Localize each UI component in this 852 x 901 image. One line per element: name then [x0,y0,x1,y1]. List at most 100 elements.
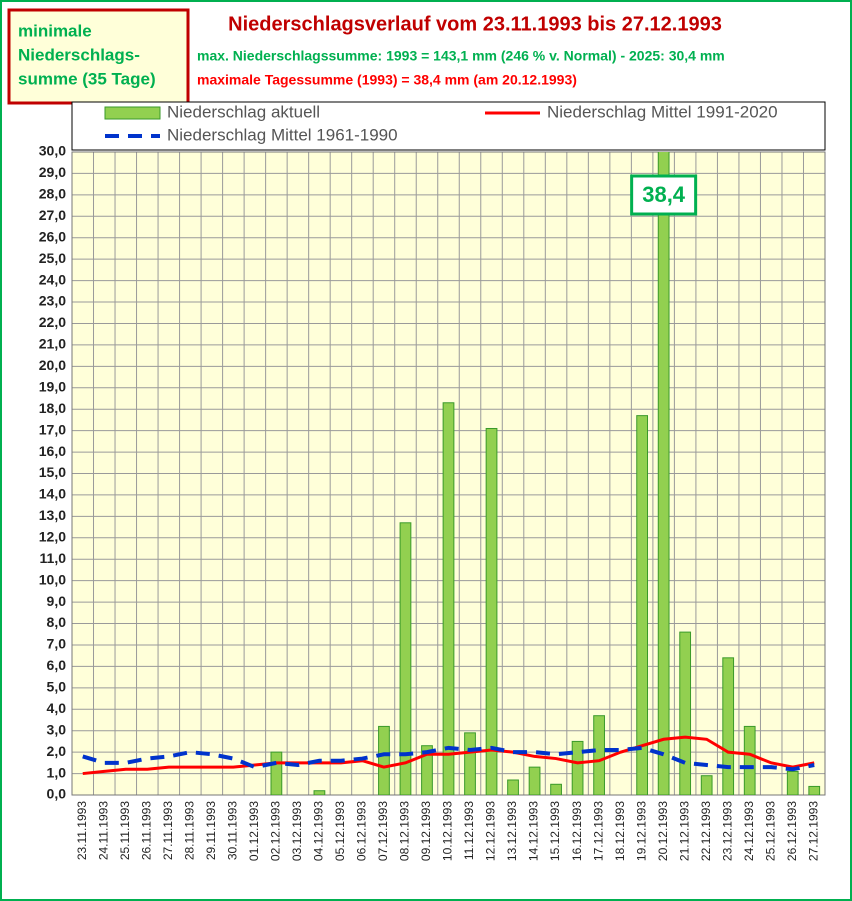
x-tick-label: 20.12.1993 [656,801,670,861]
x-tick-label: 21.12.1993 [677,801,691,861]
y-tick-label: 10,0 [39,571,66,587]
bar [378,725,390,795]
chart-title: Niederschlagsverlauf vom 23.11.1993 bis … [228,13,722,35]
x-tick-label: 14.12.1993 [527,801,541,861]
legend-label: Niederschlag Mittel 1991-2020 [547,102,778,121]
value-label-box [630,174,698,216]
y-tick-label: 28,0 [39,186,66,202]
x-tick-label: 26.11.1993 [139,801,153,860]
plot-layer [82,152,821,795]
y-tick-label: 5,0 [47,679,67,695]
y-tick-label: 12,0 [39,529,66,545]
x-tick-label: 28.11.1993 [183,801,197,860]
x-tick-label: 16.12.1993 [570,801,584,861]
y-tick-label: 1,0 [47,764,67,780]
y-tick-label: 24,0 [39,271,66,287]
x-tick-label: 26.12.1993 [785,801,799,861]
info-text: Niederschlags- [18,45,140,64]
bar [442,402,455,795]
x-tick-label: 25.11.1993 [118,801,132,860]
x-tick-label: 13.12.1993 [505,801,519,861]
x-tick-label: 25.12.1993 [763,801,777,861]
x-tick-label: 19.12.1993 [634,801,648,861]
bar [270,751,283,795]
x-tick-label: 22.12.1993 [699,801,713,861]
x-tick-label: 06.12.1993 [355,801,369,861]
x-tick-label: 24.11.1993 [96,801,110,860]
y-tick-label: 17,0 [39,421,66,437]
y-tick-label: 6,0 [47,657,67,673]
y-tick-label: 9,0 [47,593,67,609]
x-tick-label: 27.11.1993 [161,801,175,860]
bar [571,740,584,795]
subtitle: max. Niederschlagssumme: 1993 = 143,1 mm… [197,48,725,64]
bar [485,427,498,795]
x-tick-label: 08.12.1993 [398,801,412,861]
bar [313,790,326,795]
y-tick-label: 22,0 [39,314,66,330]
x-tick-label: 11.12.1993 [462,801,476,860]
y-tick-label: 18,0 [39,400,66,416]
y-tick-label: 7,0 [47,636,67,652]
x-tick-label: 07.12.1993 [376,801,390,861]
y-tick-label: 29,0 [39,164,66,180]
y-tick-label: 8,0 [47,614,67,630]
x-tick-label: 05.12.1993 [333,801,347,861]
x-tick-label: 03.12.1993 [290,801,304,861]
x-tick-label: 30.11.1993 [226,801,240,860]
y-tick-label: 4,0 [47,700,67,716]
x-tick-label: 10.12.1993 [441,801,455,861]
y-tick-label: 11,0 [40,550,67,566]
line [82,745,815,772]
y-tick-label: 19,0 [39,378,66,394]
bar [593,715,605,795]
bar [722,657,735,795]
x-tick-label: 09.12.1993 [419,801,433,861]
x-tick-label: 23.12.1993 [720,801,734,861]
legend-label: Niederschlag Mittel 1961-1990 [167,125,398,144]
bar [743,725,756,795]
y-tick-label: 3,0 [47,721,67,737]
bar [421,745,433,795]
x-tick-label: 15.12.1993 [548,801,562,861]
x-tick-label: 24.12.1993 [742,801,756,861]
x-tick-label: 18.12.1993 [613,801,627,861]
info-text: minimale [18,21,92,40]
y-tick-label: 15,0 [39,464,66,480]
x-tick-label: 27.12.1993 [806,801,820,861]
info-box [7,8,190,105]
y-tick-label: 26,0 [39,228,66,244]
bar [636,415,649,795]
bar [528,766,541,795]
y-tick-label: 20,0 [39,357,66,373]
y-tick-label: 25,0 [39,250,66,266]
value-label: 38,4 [642,182,686,207]
legend [71,101,826,151]
x-tick-label: 02.12.1993 [269,801,283,861]
y-tick-label: 2,0 [47,743,67,759]
x-tick-label: 12.12.1993 [484,801,498,861]
bar [550,783,562,795]
y-tick-label: 0,0 [47,786,67,802]
y-tick-label: 27,0 [39,207,66,223]
legend-swatch [104,106,161,120]
y-tick-label: 16,0 [39,443,66,459]
x-tick-label: 17.12.1993 [591,801,605,861]
bar [679,631,692,795]
info-text: summe (35 Tage) [18,69,156,88]
bar [657,152,670,795]
bar [700,775,713,795]
y-tick-label: 13,0 [39,507,66,523]
y-tick-label: 21,0 [39,336,66,352]
y-tick-label: 30,0 [39,143,66,159]
x-tick-label: 01.12.1993 [247,801,261,861]
legend-label: Niederschlag aktuell [167,102,320,121]
bar [786,770,799,795]
x-tick-label: 29.11.1993 [204,801,218,860]
bar [507,779,519,795]
line [82,735,815,776]
y-tick-label: 14,0 [39,486,66,502]
x-tick-label: 23.11.1993 [75,801,89,860]
subtitle: maximale Tagessumme (1993) = 38,4 mm (am… [197,72,577,88]
